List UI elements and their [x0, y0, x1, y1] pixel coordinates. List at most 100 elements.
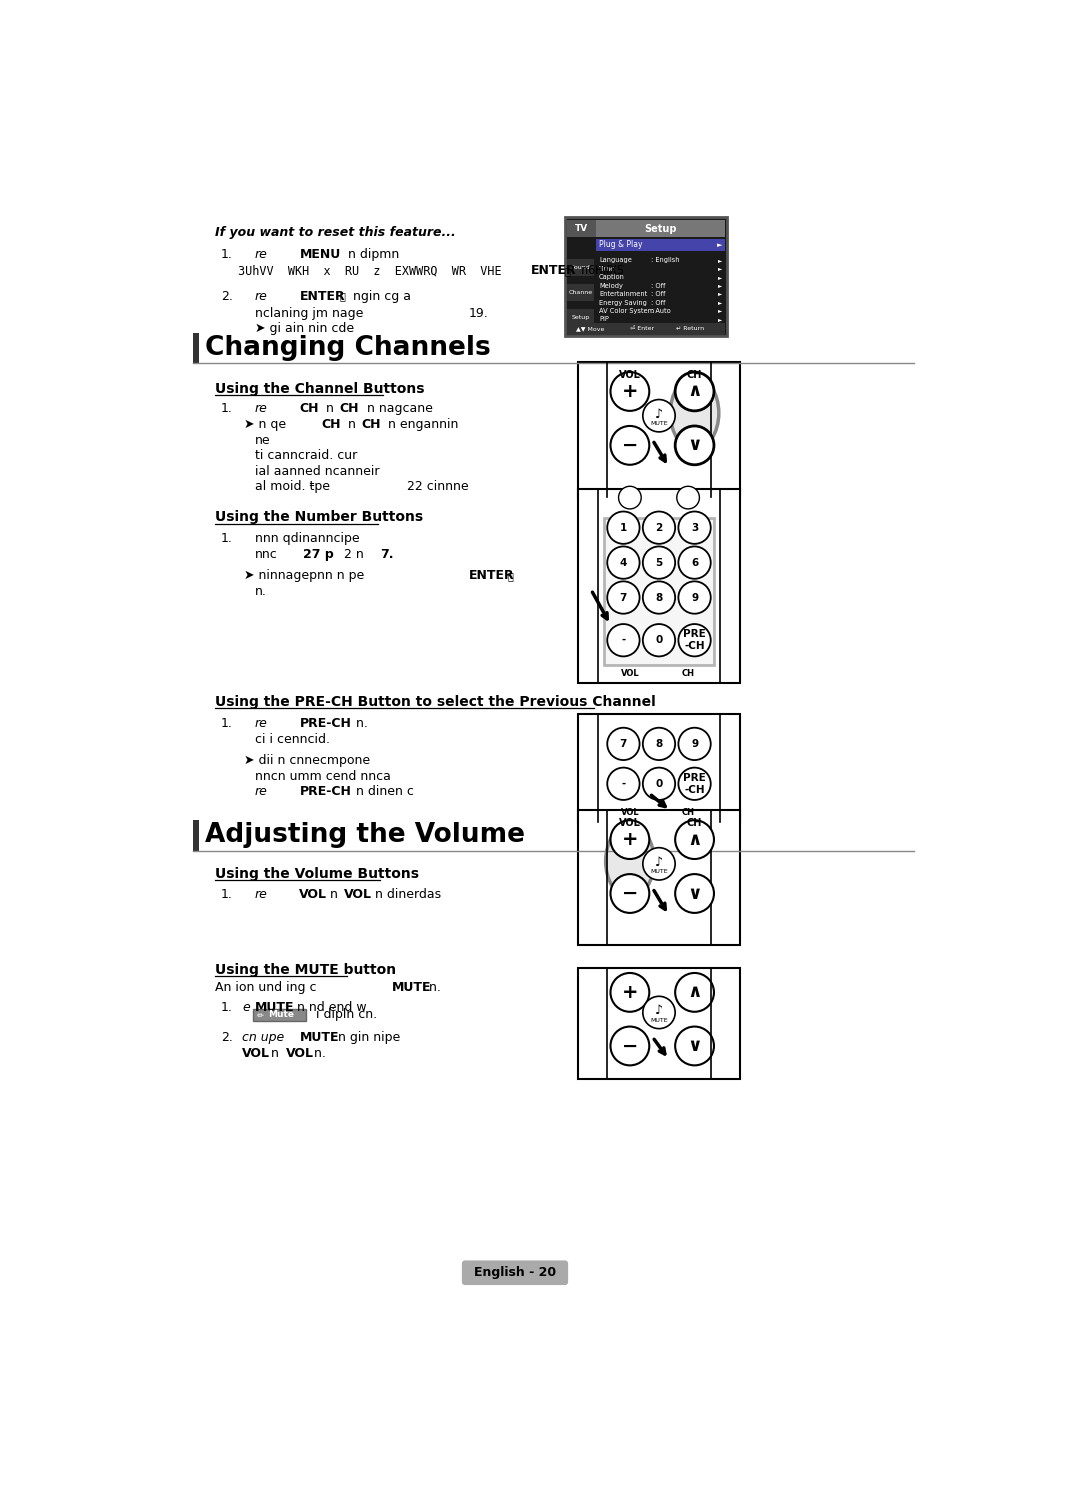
- Text: ►: ►: [717, 241, 723, 248]
- Text: ∧: ∧: [687, 382, 702, 400]
- Text: ♪: ♪: [654, 1004, 663, 1018]
- Text: 7: 7: [620, 740, 627, 748]
- Text: n.: n.: [310, 1046, 326, 1059]
- Text: CH: CH: [687, 371, 702, 381]
- FancyBboxPatch shape: [462, 1260, 568, 1286]
- Text: ►: ►: [718, 275, 723, 280]
- Text: 9: 9: [691, 592, 698, 603]
- Text: n engannin: n engannin: [384, 418, 459, 432]
- Text: ∧: ∧: [687, 984, 702, 1001]
- Text: CH: CH: [321, 418, 340, 432]
- Text: n6HWXS: n6HWXS: [573, 265, 623, 277]
- Text: : Off: : Off: [651, 292, 665, 298]
- Text: ⓔ: ⓔ: [564, 266, 570, 275]
- Text: VOL: VOL: [242, 1046, 270, 1059]
- Text: nnc: nnc: [255, 548, 278, 561]
- Text: : Off: : Off: [651, 283, 665, 289]
- Text: n.: n.: [424, 981, 441, 994]
- Circle shape: [675, 426, 714, 464]
- Bar: [565, 217, 727, 336]
- Text: n: n: [326, 888, 342, 902]
- Circle shape: [607, 728, 639, 760]
- Bar: [596, 238, 725, 251]
- Circle shape: [610, 973, 649, 1012]
- Bar: [253, 1009, 306, 1021]
- Text: re: re: [255, 290, 268, 304]
- Text: 0: 0: [656, 635, 663, 646]
- Text: al moid. ŧpe: al moid. ŧpe: [255, 481, 329, 493]
- Text: PIP: PIP: [599, 317, 609, 323]
- Text: Energy Saving: Energy Saving: [599, 299, 647, 305]
- Text: ➤ gi ain nin cde: ➤ gi ain nin cde: [255, 323, 354, 335]
- Text: AV Color System: AV Color System: [599, 308, 654, 314]
- Text: 4: 4: [620, 558, 627, 567]
- Text: +: +: [622, 382, 638, 400]
- Text: Using the MUTE button: Using the MUTE button: [215, 963, 396, 978]
- Text: ➤ n qe: ➤ n qe: [244, 418, 286, 432]
- Bar: [578, 490, 740, 683]
- Text: n gin nipe: n gin nipe: [334, 1031, 401, 1045]
- Text: Using the Number Buttons: Using the Number Buttons: [215, 510, 423, 524]
- Text: : Off: : Off: [651, 299, 665, 305]
- Text: Time: Time: [599, 266, 616, 272]
- Text: CH: CH: [687, 818, 702, 829]
- Text: n dinerdas: n dinerdas: [372, 888, 441, 902]
- Text: 0: 0: [656, 778, 663, 789]
- Text: PRE
-CH: PRE -CH: [684, 772, 706, 795]
- Circle shape: [678, 512, 711, 543]
- Text: −: −: [622, 1037, 638, 1055]
- Bar: [567, 310, 594, 326]
- Text: 1.: 1.: [220, 1000, 232, 1013]
- Text: n: n: [267, 1046, 283, 1059]
- Text: English - 20: English - 20: [474, 1266, 556, 1280]
- Text: CH: CH: [681, 808, 694, 817]
- Text: -: -: [621, 635, 625, 646]
- Circle shape: [607, 623, 639, 656]
- Text: n.: n.: [255, 585, 267, 598]
- Circle shape: [619, 487, 642, 509]
- Text: −: −: [622, 884, 638, 903]
- Text: re: re: [255, 402, 268, 415]
- Text: CH: CH: [361, 418, 380, 432]
- Text: ↵ Return: ↵ Return: [676, 326, 704, 332]
- Text: +: +: [622, 984, 638, 1001]
- Text: ∧: ∧: [687, 830, 702, 848]
- Circle shape: [643, 512, 675, 543]
- Text: VOL: VOL: [299, 888, 327, 902]
- Text: 7: 7: [620, 592, 627, 603]
- Text: CH: CH: [681, 668, 694, 677]
- Text: MUTE: MUTE: [650, 869, 667, 873]
- Bar: [578, 362, 740, 497]
- Text: ✏: ✏: [257, 1010, 264, 1019]
- Text: ➤ ninnagepnn n pe: ➤ ninnagepnn n pe: [244, 570, 364, 582]
- Text: VOL: VOL: [619, 371, 640, 381]
- Text: VOL: VOL: [621, 808, 639, 817]
- Text: 22 cinnne: 22 cinnne: [407, 481, 469, 493]
- Text: Setup: Setup: [645, 223, 677, 234]
- Text: -: -: [621, 778, 625, 789]
- Text: Channe: Channe: [568, 290, 593, 295]
- Text: e: e: [242, 1000, 251, 1013]
- Text: i dipln cn.: i dipln cn.: [312, 1009, 377, 1021]
- Text: Melody: Melody: [599, 283, 623, 289]
- Text: Using the Channel Buttons: Using the Channel Buttons: [215, 382, 424, 396]
- Text: ►: ►: [718, 266, 723, 271]
- Text: 3UhVV  WKH  x  RU  z  EXWWRQ  WR  VHE: 3UhVV WKH x RU z EXWWRQ WR VHE: [238, 265, 501, 277]
- Circle shape: [643, 768, 675, 801]
- Circle shape: [610, 1027, 649, 1065]
- Text: PRE-CH: PRE-CH: [299, 786, 351, 798]
- Text: ngin cg a: ngin cg a: [350, 290, 411, 304]
- Text: cn upe: cn upe: [242, 1031, 285, 1045]
- Text: 2 n: 2 n: [345, 548, 364, 561]
- Text: If you want to reset this feature...: If you want to reset this feature...: [215, 226, 456, 240]
- Text: 1.: 1.: [220, 533, 232, 546]
- Text: MUTE: MUTE: [255, 1000, 294, 1013]
- Text: Adjusting the Volume: Adjusting the Volume: [205, 823, 525, 848]
- Text: ♪: ♪: [654, 856, 663, 869]
- Text: 19.: 19.: [469, 307, 488, 320]
- Circle shape: [610, 820, 649, 859]
- Text: n dinen c: n dinen c: [352, 786, 414, 798]
- Ellipse shape: [671, 376, 719, 449]
- Text: 27 p: 27 p: [303, 548, 334, 561]
- Text: ⏎ Enter: ⏎ Enter: [630, 326, 654, 332]
